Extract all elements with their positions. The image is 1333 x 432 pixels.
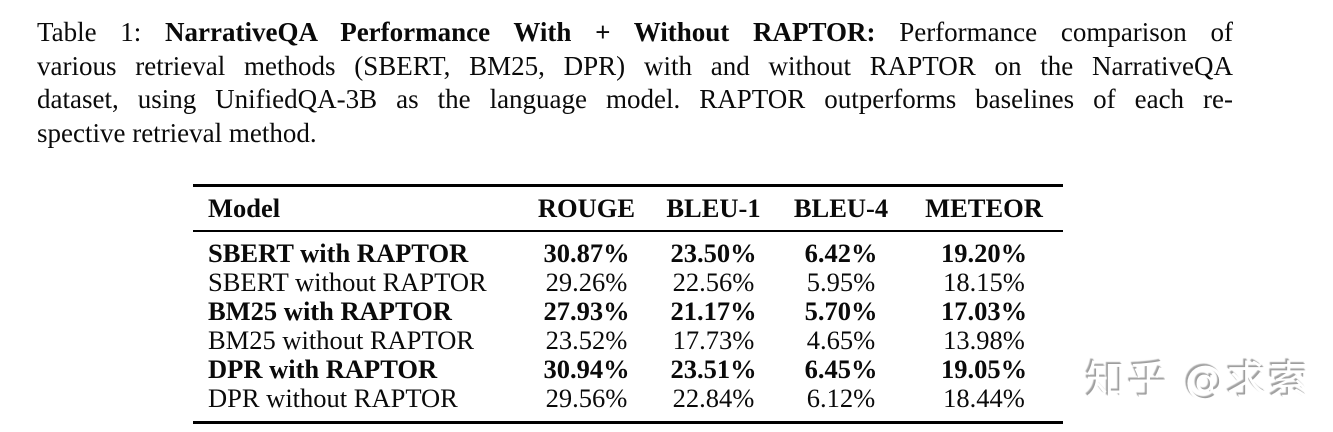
bleu1-cell: 21.17% [670, 296, 757, 326]
caption-line-4: spective retrieval method. [37, 117, 317, 148]
caption-line-1-rest: Performance comparison of [875, 17, 1234, 47]
meteor-cell: 17.03% [940, 296, 1028, 326]
zhihu-watermark: 知乎 @求索 [1086, 358, 1311, 404]
model-cell: DPR with RAPTOR [208, 354, 438, 384]
rouge-cell: 30.87% [543, 238, 630, 268]
header-bleu1: BLEU-1 [666, 193, 761, 223]
model-cell: BM25 with RAPTOR [208, 296, 452, 326]
meteor-cell: 18.44% [943, 383, 1025, 413]
bleu4-cell: 6.45% [804, 354, 878, 384]
table-row: BM25 without RAPTOR 23.52% 17.73% 4.65% … [193, 326, 1063, 355]
header-rouge: ROUGE [537, 193, 636, 223]
table-row: DPR with RAPTOR 30.94% 23.51% 6.45% 19.0… [193, 355, 1063, 384]
caption-line-3: dataset, using UnifiedQA-3B as the langu… [37, 84, 1233, 114]
caption-line-1: Table 1: NarrativeQA Performance With + … [37, 16, 1233, 50]
bleu1-cell: 23.50% [670, 238, 757, 268]
meteor-cell: 19.20% [940, 238, 1028, 268]
caption-table-number: Table 1: [37, 17, 166, 47]
bleu1-cell: 22.56% [672, 267, 755, 297]
header-model: Model [208, 193, 281, 223]
bleu4-cell: 4.65% [806, 325, 876, 355]
caption-title-bold: NarrativeQA Performance With + Without R… [165, 17, 876, 47]
bleu4-cell: 6.12% [806, 383, 876, 413]
meteor-cell: 19.05% [940, 354, 1028, 384]
header-bleu4: BLEU-4 [793, 193, 889, 223]
caption-line-2: various retrieval methods (SBERT, BM25, … [37, 50, 1233, 81]
bleu1-cell: 17.73% [672, 325, 755, 355]
table-row: DPR without RAPTOR 29.56% 22.84% 6.12% 1… [193, 384, 1063, 423]
bleu4-cell: 5.70% [804, 296, 878, 326]
model-cell: BM25 without RAPTOR [208, 325, 475, 355]
header-meteor: METEOR [925, 193, 1043, 223]
table-row: SBERT without RAPTOR 29.26% 22.56% 5.95%… [193, 268, 1063, 297]
rouge-cell: 23.52% [545, 325, 628, 355]
bleu1-cell: 23.51% [670, 354, 757, 384]
model-cell: SBERT without RAPTOR [208, 267, 487, 297]
bleu1-cell: 22.84% [672, 383, 755, 413]
results-table: Model ROUGE BLEU-1 BLEU-4 METEOR SBERT w… [193, 184, 1063, 424]
table-caption: Table 1: NarrativeQA Performance With + … [37, 16, 1233, 150]
model-cell: SBERT with RAPTOR [208, 238, 469, 268]
bleu4-cell: 5.95% [806, 267, 876, 297]
rouge-cell: 29.56% [545, 383, 628, 413]
rouge-cell: 27.93% [543, 296, 630, 326]
meteor-cell: 13.98% [943, 325, 1025, 355]
table-row: BM25 with RAPTOR 27.93% 21.17% 5.70% 17.… [193, 297, 1063, 326]
bleu4-cell: 6.42% [804, 238, 878, 268]
model-cell: DPR without RAPTOR [208, 383, 458, 413]
rouge-cell: 30.94% [543, 354, 630, 384]
table-row: SBERT with RAPTOR 30.87% 23.50% 6.42% 19… [193, 231, 1063, 268]
rouge-cell: 29.26% [545, 267, 628, 297]
meteor-cell: 18.15% [943, 267, 1025, 297]
table-header-row: Model ROUGE BLEU-1 BLEU-4 METEOR [193, 185, 1063, 231]
